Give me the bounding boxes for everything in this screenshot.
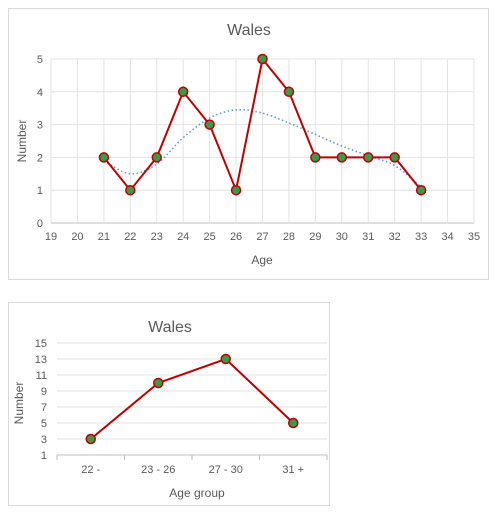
- y-tick-label: 2: [37, 152, 43, 164]
- x-tick-label: 28: [283, 231, 295, 243]
- x-axis-label: Age group: [169, 486, 225, 500]
- data-point: [85, 433, 96, 445]
- data-point: [177, 86, 189, 98]
- y-tick-label: 11: [36, 370, 47, 382]
- x-tick-label: 32: [389, 231, 401, 243]
- data-point: [220, 353, 231, 365]
- y-tick-label: 0: [37, 218, 43, 230]
- series-line: [90, 357, 294, 440]
- y-tick-label: 1: [37, 185, 43, 197]
- x-tick-label: 34: [441, 231, 453, 243]
- x-tick-label: 22 -: [81, 464, 100, 476]
- x-tick-label: 27 - 30: [209, 464, 243, 476]
- data-point: [153, 377, 164, 389]
- data-point: [336, 152, 348, 163]
- y-tick-label: 3: [41, 434, 47, 446]
- y-tick-label: 9: [41, 386, 47, 398]
- x-tick-label: 25: [204, 231, 216, 243]
- y-tick-label: 15: [35, 338, 47, 350]
- data-point: [204, 119, 215, 130]
- data-point: [363, 152, 374, 163]
- data-point: [230, 184, 242, 196]
- y-tick-label: 7: [41, 402, 47, 414]
- data-point: [415, 184, 427, 196]
- y-tick-label: 1: [41, 450, 47, 462]
- data-point: [288, 417, 299, 429]
- x-tick-label: 23 - 26: [141, 464, 175, 476]
- data-point: [389, 152, 400, 163]
- x-tick-label: 21: [98, 231, 110, 243]
- y-tick-label: 5: [37, 54, 43, 66]
- x-tick-label: 26: [230, 231, 242, 243]
- x-tick-label: 35: [468, 231, 480, 243]
- x-tick-label: 33: [415, 231, 427, 243]
- y-tick-label: 5: [41, 418, 47, 430]
- x-tick-label: 22: [124, 231, 136, 243]
- chart-panel-age-group: Wales 1 3 5 7 9 11 13 15 22 -23 - 26 27 - 30 31 + …: [8, 302, 330, 506]
- x-tick-label: 27: [256, 231, 268, 243]
- x-tick-label: 31 +: [282, 464, 304, 476]
- chart-title: Wales: [148, 319, 192, 336]
- x-tick-label: 29: [309, 231, 321, 243]
- chart-title: Wales: [227, 22, 271, 39]
- y-tick-label: 4: [37, 87, 43, 99]
- data-point: [283, 86, 295, 98]
- x-tick-label: 23: [151, 231, 163, 243]
- y-axis-label: Number: [15, 120, 29, 163]
- x-tick-label: 20: [71, 231, 83, 243]
- data-point: [98, 152, 110, 163]
- y-tick-label: 13: [35, 354, 47, 366]
- chart-panel-age: Wales 0 1 2 3 4 5 19 20 21 22 23 24 25 26 27 28 29 30 31 32…: [8, 8, 489, 280]
- data-point: [125, 184, 136, 196]
- x-tick-label: 30: [336, 231, 348, 243]
- x-tick-label: 24: [177, 231, 189, 243]
- y-tick-label: 3: [37, 120, 43, 132]
- data-point: [257, 53, 268, 65]
- x-tick-label: 31: [362, 231, 374, 243]
- x-tick-label: 19: [45, 231, 57, 243]
- y-axis-label: Number: [12, 382, 26, 425]
- data-point: [151, 152, 162, 163]
- x-axis-label: Age: [251, 253, 273, 267]
- data-point: [310, 152, 321, 163]
